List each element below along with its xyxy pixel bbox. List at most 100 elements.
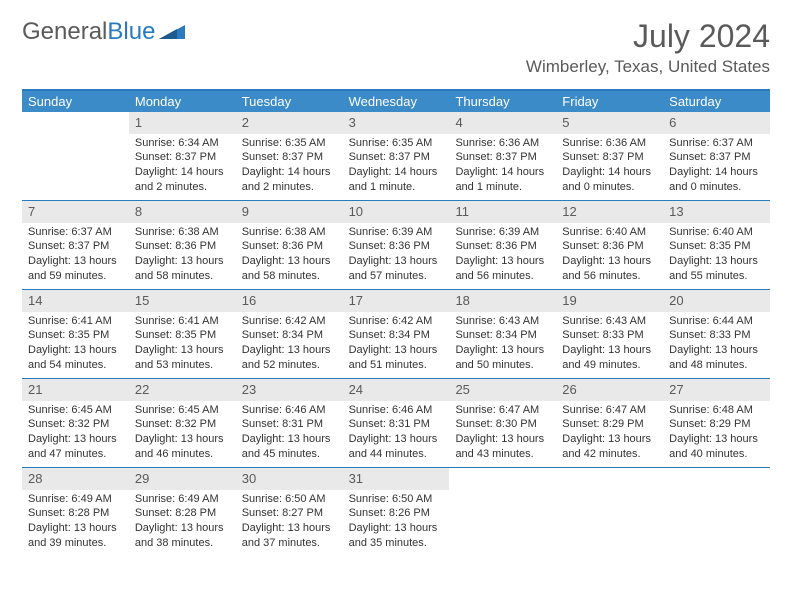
day-detail: Sunrise: 6:46 AMSunset: 8:31 PMDaylight:…: [343, 401, 450, 466]
daylight-text: Daylight: 13 hours and 44 minutes.: [349, 432, 444, 462]
day-cell: 25Sunrise: 6:47 AMSunset: 8:30 PMDayligh…: [449, 379, 556, 467]
day-detail: Sunrise: 6:41 AMSunset: 8:35 PMDaylight:…: [22, 312, 129, 377]
day-cell: [22, 112, 129, 200]
daylight-text: Daylight: 13 hours and 37 minutes.: [242, 521, 337, 551]
logo: GeneralBlue: [22, 18, 185, 46]
day-cell: 17Sunrise: 6:42 AMSunset: 8:34 PMDayligh…: [343, 290, 450, 378]
sunset-text: Sunset: 8:34 PM: [455, 328, 550, 343]
sunset-text: Sunset: 8:29 PM: [669, 417, 764, 432]
daylight-text: Daylight: 13 hours and 39 minutes.: [28, 521, 123, 551]
sunset-text: Sunset: 8:33 PM: [562, 328, 657, 343]
day-cell: 23Sunrise: 6:46 AMSunset: 8:31 PMDayligh…: [236, 379, 343, 467]
calendar: Sunday Monday Tuesday Wednesday Thursday…: [22, 89, 770, 556]
sunset-text: Sunset: 8:36 PM: [135, 239, 230, 254]
logo-text-2: Blue: [107, 18, 155, 46]
sunset-text: Sunset: 8:29 PM: [562, 417, 657, 432]
sunrise-text: Sunrise: 6:48 AM: [669, 403, 764, 418]
sunset-text: Sunset: 8:35 PM: [669, 239, 764, 254]
day-number: [663, 468, 770, 472]
sunrise-text: Sunrise: 6:39 AM: [455, 225, 550, 240]
daylight-text: Daylight: 14 hours and 1 minute.: [455, 165, 550, 195]
day-header: Monday: [129, 91, 236, 112]
day-number: 8: [129, 201, 236, 223]
logo-arrow-icon: [159, 18, 185, 46]
sunrise-text: Sunrise: 6:40 AM: [562, 225, 657, 240]
day-header: Saturday: [663, 91, 770, 112]
sunrise-text: Sunrise: 6:45 AM: [28, 403, 123, 418]
sunrise-text: Sunrise: 6:43 AM: [562, 314, 657, 329]
day-number: 4: [449, 112, 556, 134]
day-number: 15: [129, 290, 236, 312]
daylight-text: Daylight: 13 hours and 47 minutes.: [28, 432, 123, 462]
day-number: 30: [236, 468, 343, 490]
title-block: July 2024 Wimberley, Texas, United State…: [526, 18, 770, 77]
daylight-text: Daylight: 13 hours and 59 minutes.: [28, 254, 123, 284]
daylight-text: Daylight: 13 hours and 53 minutes.: [135, 343, 230, 373]
day-cell: 15Sunrise: 6:41 AMSunset: 8:35 PMDayligh…: [129, 290, 236, 378]
day-number: 28: [22, 468, 129, 490]
daylight-text: Daylight: 13 hours and 35 minutes.: [349, 521, 444, 551]
daylight-text: Daylight: 13 hours and 43 minutes.: [455, 432, 550, 462]
day-cell: 6Sunrise: 6:37 AMSunset: 8:37 PMDaylight…: [663, 112, 770, 200]
sunrise-text: Sunrise: 6:34 AM: [135, 136, 230, 151]
day-cell: [663, 468, 770, 556]
sunset-text: Sunset: 8:31 PM: [349, 417, 444, 432]
sunrise-text: Sunrise: 6:41 AM: [135, 314, 230, 329]
day-detail: Sunrise: 6:42 AMSunset: 8:34 PMDaylight:…: [343, 312, 450, 377]
day-cell: [556, 468, 663, 556]
logo-text-1: General: [22, 18, 107, 46]
day-detail: Sunrise: 6:38 AMSunset: 8:36 PMDaylight:…: [129, 223, 236, 288]
day-detail: Sunrise: 6:36 AMSunset: 8:37 PMDaylight:…: [556, 134, 663, 199]
day-number: 5: [556, 112, 663, 134]
day-detail: Sunrise: 6:42 AMSunset: 8:34 PMDaylight:…: [236, 312, 343, 377]
daylight-text: Daylight: 14 hours and 2 minutes.: [242, 165, 337, 195]
sunset-text: Sunset: 8:27 PM: [242, 506, 337, 521]
sunrise-text: Sunrise: 6:49 AM: [28, 492, 123, 507]
day-header: Wednesday: [343, 91, 450, 112]
sunrise-text: Sunrise: 6:37 AM: [28, 225, 123, 240]
day-cell: 14Sunrise: 6:41 AMSunset: 8:35 PMDayligh…: [22, 290, 129, 378]
sunset-text: Sunset: 8:32 PM: [135, 417, 230, 432]
sunrise-text: Sunrise: 6:38 AM: [135, 225, 230, 240]
sunrise-text: Sunrise: 6:42 AM: [242, 314, 337, 329]
sunrise-text: Sunrise: 6:42 AM: [349, 314, 444, 329]
day-cell: 29Sunrise: 6:49 AMSunset: 8:28 PMDayligh…: [129, 468, 236, 556]
sunset-text: Sunset: 8:37 PM: [242, 150, 337, 165]
day-detail: Sunrise: 6:50 AMSunset: 8:27 PMDaylight:…: [236, 490, 343, 555]
day-number: 27: [663, 379, 770, 401]
daylight-text: Daylight: 13 hours and 57 minutes.: [349, 254, 444, 284]
day-header: Friday: [556, 91, 663, 112]
daylight-text: Daylight: 13 hours and 52 minutes.: [242, 343, 337, 373]
day-cell: 18Sunrise: 6:43 AMSunset: 8:34 PMDayligh…: [449, 290, 556, 378]
day-detail: Sunrise: 6:47 AMSunset: 8:29 PMDaylight:…: [556, 401, 663, 466]
daylight-text: Daylight: 13 hours and 56 minutes.: [455, 254, 550, 284]
sunrise-text: Sunrise: 6:41 AM: [28, 314, 123, 329]
header: GeneralBlue July 2024 Wimberley, Texas, …: [0, 0, 792, 81]
day-cell: 13Sunrise: 6:40 AMSunset: 8:35 PMDayligh…: [663, 201, 770, 289]
day-number: 20: [663, 290, 770, 312]
day-detail: Sunrise: 6:37 AMSunset: 8:37 PMDaylight:…: [663, 134, 770, 199]
sunrise-text: Sunrise: 6:39 AM: [349, 225, 444, 240]
location-label: Wimberley, Texas, United States: [526, 57, 770, 77]
day-detail: Sunrise: 6:35 AMSunset: 8:37 PMDaylight:…: [343, 134, 450, 199]
day-number: 22: [129, 379, 236, 401]
day-cell: 28Sunrise: 6:49 AMSunset: 8:28 PMDayligh…: [22, 468, 129, 556]
daylight-text: Daylight: 13 hours and 40 minutes.: [669, 432, 764, 462]
sunset-text: Sunset: 8:36 PM: [242, 239, 337, 254]
day-number: 10: [343, 201, 450, 223]
day-number: 6: [663, 112, 770, 134]
day-detail: Sunrise: 6:49 AMSunset: 8:28 PMDaylight:…: [129, 490, 236, 555]
sunset-text: Sunset: 8:37 PM: [669, 150, 764, 165]
sunrise-text: Sunrise: 6:45 AM: [135, 403, 230, 418]
daylight-text: Daylight: 13 hours and 46 minutes.: [135, 432, 230, 462]
sunrise-text: Sunrise: 6:36 AM: [562, 136, 657, 151]
daylight-text: Daylight: 13 hours and 48 minutes.: [669, 343, 764, 373]
day-cell: 19Sunrise: 6:43 AMSunset: 8:33 PMDayligh…: [556, 290, 663, 378]
day-cell: 20Sunrise: 6:44 AMSunset: 8:33 PMDayligh…: [663, 290, 770, 378]
daylight-text: Daylight: 13 hours and 55 minutes.: [669, 254, 764, 284]
sunset-text: Sunset: 8:36 PM: [349, 239, 444, 254]
day-number: 18: [449, 290, 556, 312]
day-detail: Sunrise: 6:50 AMSunset: 8:26 PMDaylight:…: [343, 490, 450, 555]
day-cell: 31Sunrise: 6:50 AMSunset: 8:26 PMDayligh…: [343, 468, 450, 556]
day-number: 12: [556, 201, 663, 223]
